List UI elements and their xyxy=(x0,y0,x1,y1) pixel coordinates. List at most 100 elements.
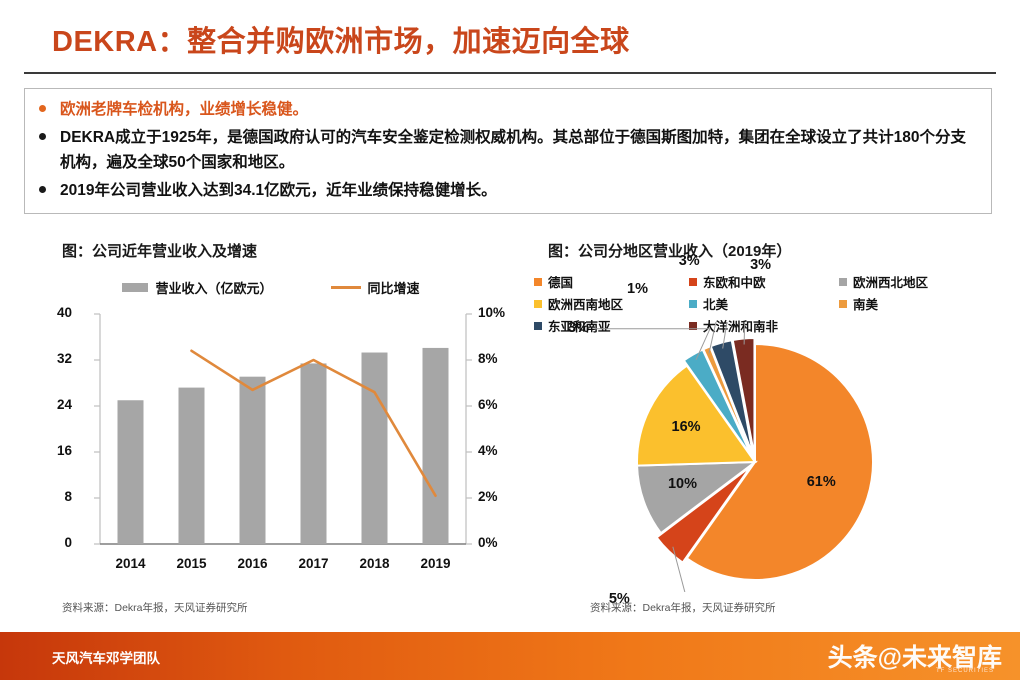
pie-slice xyxy=(636,364,757,467)
list-item: 2019年公司营业收入达到34.1亿欧元，近年业绩保持稳健增长。 xyxy=(39,178,981,203)
right-source-note: 资料来源：Dekra年报，天风证券研究所 xyxy=(590,602,776,614)
legend-swatch-icon xyxy=(689,277,697,286)
legend-label: 欧洲西北地区 xyxy=(853,276,929,290)
y-axis-tick-left: 8 xyxy=(64,489,72,504)
bullet-list: 欧洲老牌车检机构，业绩增长稳健。 DEKRA成立于1925年，是德国政府认可的汽… xyxy=(39,97,981,206)
legend-swatch-icon xyxy=(689,321,697,330)
pie-data-label: 1% xyxy=(627,281,648,298)
footer-team-label: 天风汽车邓学团队 xyxy=(52,651,160,666)
bar xyxy=(239,376,266,544)
x-axis-tick: 2015 xyxy=(176,556,207,571)
bullet-dot-icon xyxy=(39,186,46,193)
y-axis-tick-right: 2% xyxy=(478,489,498,504)
right-chart-title: 图：公司分地区营业收入（2019年） xyxy=(548,243,792,260)
pie-chart-plot-area: 61% 5% 10% 16% 3% 1% 3% 3% xyxy=(530,253,1000,607)
y-axis-tick-left: 32 xyxy=(56,351,72,366)
line-swatch-icon xyxy=(330,286,361,289)
bar xyxy=(117,400,144,544)
y-axis-tick-left: 40 xyxy=(56,305,72,320)
legend-label: 大洋洲和南非 xyxy=(703,320,779,334)
left-chart-title: 图：公司近年营业收入及增速 xyxy=(62,243,258,260)
watermark-label: 头条@未来智库 xyxy=(827,644,1002,672)
title-divider xyxy=(24,72,996,74)
x-axis-tick: 2014 xyxy=(115,556,146,571)
legend-swatch-icon xyxy=(534,321,542,330)
y-axis-tick-right: 0% xyxy=(478,535,498,550)
pie-slice xyxy=(731,337,756,457)
legend-item: 德国 xyxy=(534,272,689,291)
revenue-by-region-chart: 德国 东欧和中欧 欧洲西北地区欧洲西南地区 北美 南美东亚和南亚 大洋洲和南非 61% 5%… xyxy=(530,253,1000,607)
y-axis-tick-right: 10% xyxy=(478,305,506,320)
bar-chart-svg xyxy=(94,313,472,545)
legend-label: 南美 xyxy=(853,298,879,312)
pie-data-label: 3% xyxy=(568,319,589,336)
footer-bar: 天风汽车邓学团队 头条@未来智库 TF SECURITIES xyxy=(0,632,1020,680)
bar-swatch-icon xyxy=(122,283,149,292)
bar xyxy=(300,363,327,544)
legend-label: 东亚和南亚 xyxy=(548,320,611,334)
y-axis-tick-left: 16 xyxy=(56,443,72,458)
y-axis-tick-right: 4% xyxy=(478,443,498,458)
y-axis-tick-right: 6% xyxy=(478,397,498,412)
legend-label: 营业收入（亿欧元） xyxy=(155,281,273,296)
revenue-growth-chart: 营业收入（亿欧元） 同比增速 0 8 16 24 32 40 0% 2% 4% 6% 8% 10% 20… xyxy=(36,272,506,584)
x-axis-tick: 2017 xyxy=(298,556,329,571)
x-axis-tick: 2019 xyxy=(420,556,451,571)
y-axis-tick-left: 0 xyxy=(64,535,72,550)
list-item: DEKRA成立于1925年，是德国政府认可的汽车安全鉴定检测权威机构。其总部位于… xyxy=(39,125,981,175)
legend-item-growth: 同比增速 xyxy=(330,278,420,297)
legend-item: 大洋洲和南非 xyxy=(689,316,839,335)
legend-swatch-icon xyxy=(534,299,542,308)
legend-item: 东亚和南亚 xyxy=(534,316,689,335)
bullet-text: DEKRA成立于1925年，是德国政府认可的汽车安全鉴定检测权威机构。其总部位于… xyxy=(60,129,966,171)
legend-item: 欧洲西北地区 xyxy=(839,272,989,291)
x-axis-tick: 2016 xyxy=(237,556,268,571)
legend-label: 同比增速 xyxy=(367,281,420,296)
bar xyxy=(422,347,449,544)
legend-row: 东亚和南亚 大洋洲和南非 xyxy=(534,316,1004,335)
bar-chart-legend: 营业收入（亿欧元） 同比增速 xyxy=(36,278,506,297)
legend-label: 北美 xyxy=(703,298,729,312)
pie-data-label: 3% xyxy=(678,252,700,269)
legend-item: 欧洲西南地区 xyxy=(534,294,689,313)
pie-data-label: 10% xyxy=(667,476,698,493)
pie-data-label: 16% xyxy=(671,419,701,436)
legend-swatch-icon xyxy=(689,299,697,308)
legend-item: 南美 xyxy=(839,294,989,313)
leader-line xyxy=(594,328,711,361)
bar-chart-plot-area: 0 8 16 24 32 40 0% 2% 4% 6% 8% 10% 2014 2015 2016 2017 2… xyxy=(36,305,506,584)
legend-row: 欧洲西南地区 北美 南美 xyxy=(534,294,1004,313)
legend-label: 德国 xyxy=(548,276,574,290)
legend-item-revenue: 营业收入（亿欧元） xyxy=(122,278,273,297)
legend-swatch-icon xyxy=(839,299,847,308)
x-axis-tick: 2018 xyxy=(359,556,390,571)
pie-data-label: 5% xyxy=(608,590,630,607)
page-title: DEKRA：整合并购欧洲市场，加速迈向全球 xyxy=(52,26,630,58)
bullet-dot-icon xyxy=(39,133,46,140)
legend-row: 德国 东欧和中欧 欧洲西北地区 xyxy=(534,272,1004,291)
list-item: 欧洲老牌车检机构，业绩增长稳健。 xyxy=(39,97,981,122)
bar xyxy=(178,387,205,544)
bullet-text: 欧洲老牌车检机构，业绩增长稳健。 xyxy=(60,101,309,118)
pie-data-label: 61% xyxy=(806,474,836,491)
growth-line xyxy=(190,349,437,497)
watermark-sublabel: TF SECURITIES xyxy=(935,668,994,674)
y-axis-tick-right: 8% xyxy=(478,351,498,366)
pie-chart-svg xyxy=(594,261,874,601)
pie-slice xyxy=(655,465,752,565)
pie-slice xyxy=(685,342,874,581)
y-axis-tick-left: 24 xyxy=(56,397,72,412)
summary-box: 欧洲老牌车检机构，业绩增长稳健。 DEKRA成立于1925年，是德国政府认可的汽… xyxy=(24,88,992,214)
bar xyxy=(361,352,388,544)
legend-item: 北美 xyxy=(689,294,839,313)
pie-slice xyxy=(636,460,759,535)
bullet-dot-icon xyxy=(39,105,46,112)
legend-swatch-icon xyxy=(839,277,847,286)
legend-item: 东欧和中欧 xyxy=(689,272,839,291)
pie-data-label: 3% xyxy=(750,256,772,273)
left-source-note: 资料来源：Dekra年报，天风证券研究所 xyxy=(62,602,248,614)
legend-label: 欧洲西南地区 xyxy=(548,298,624,312)
legend-swatch-icon xyxy=(534,277,542,286)
pie-chart-legend: 德国 东欧和中欧 欧洲西北地区欧洲西南地区 北美 南美东亚和南亚 大洋洲和南非 xyxy=(534,272,1004,338)
legend-label: 东欧和中欧 xyxy=(703,276,766,290)
